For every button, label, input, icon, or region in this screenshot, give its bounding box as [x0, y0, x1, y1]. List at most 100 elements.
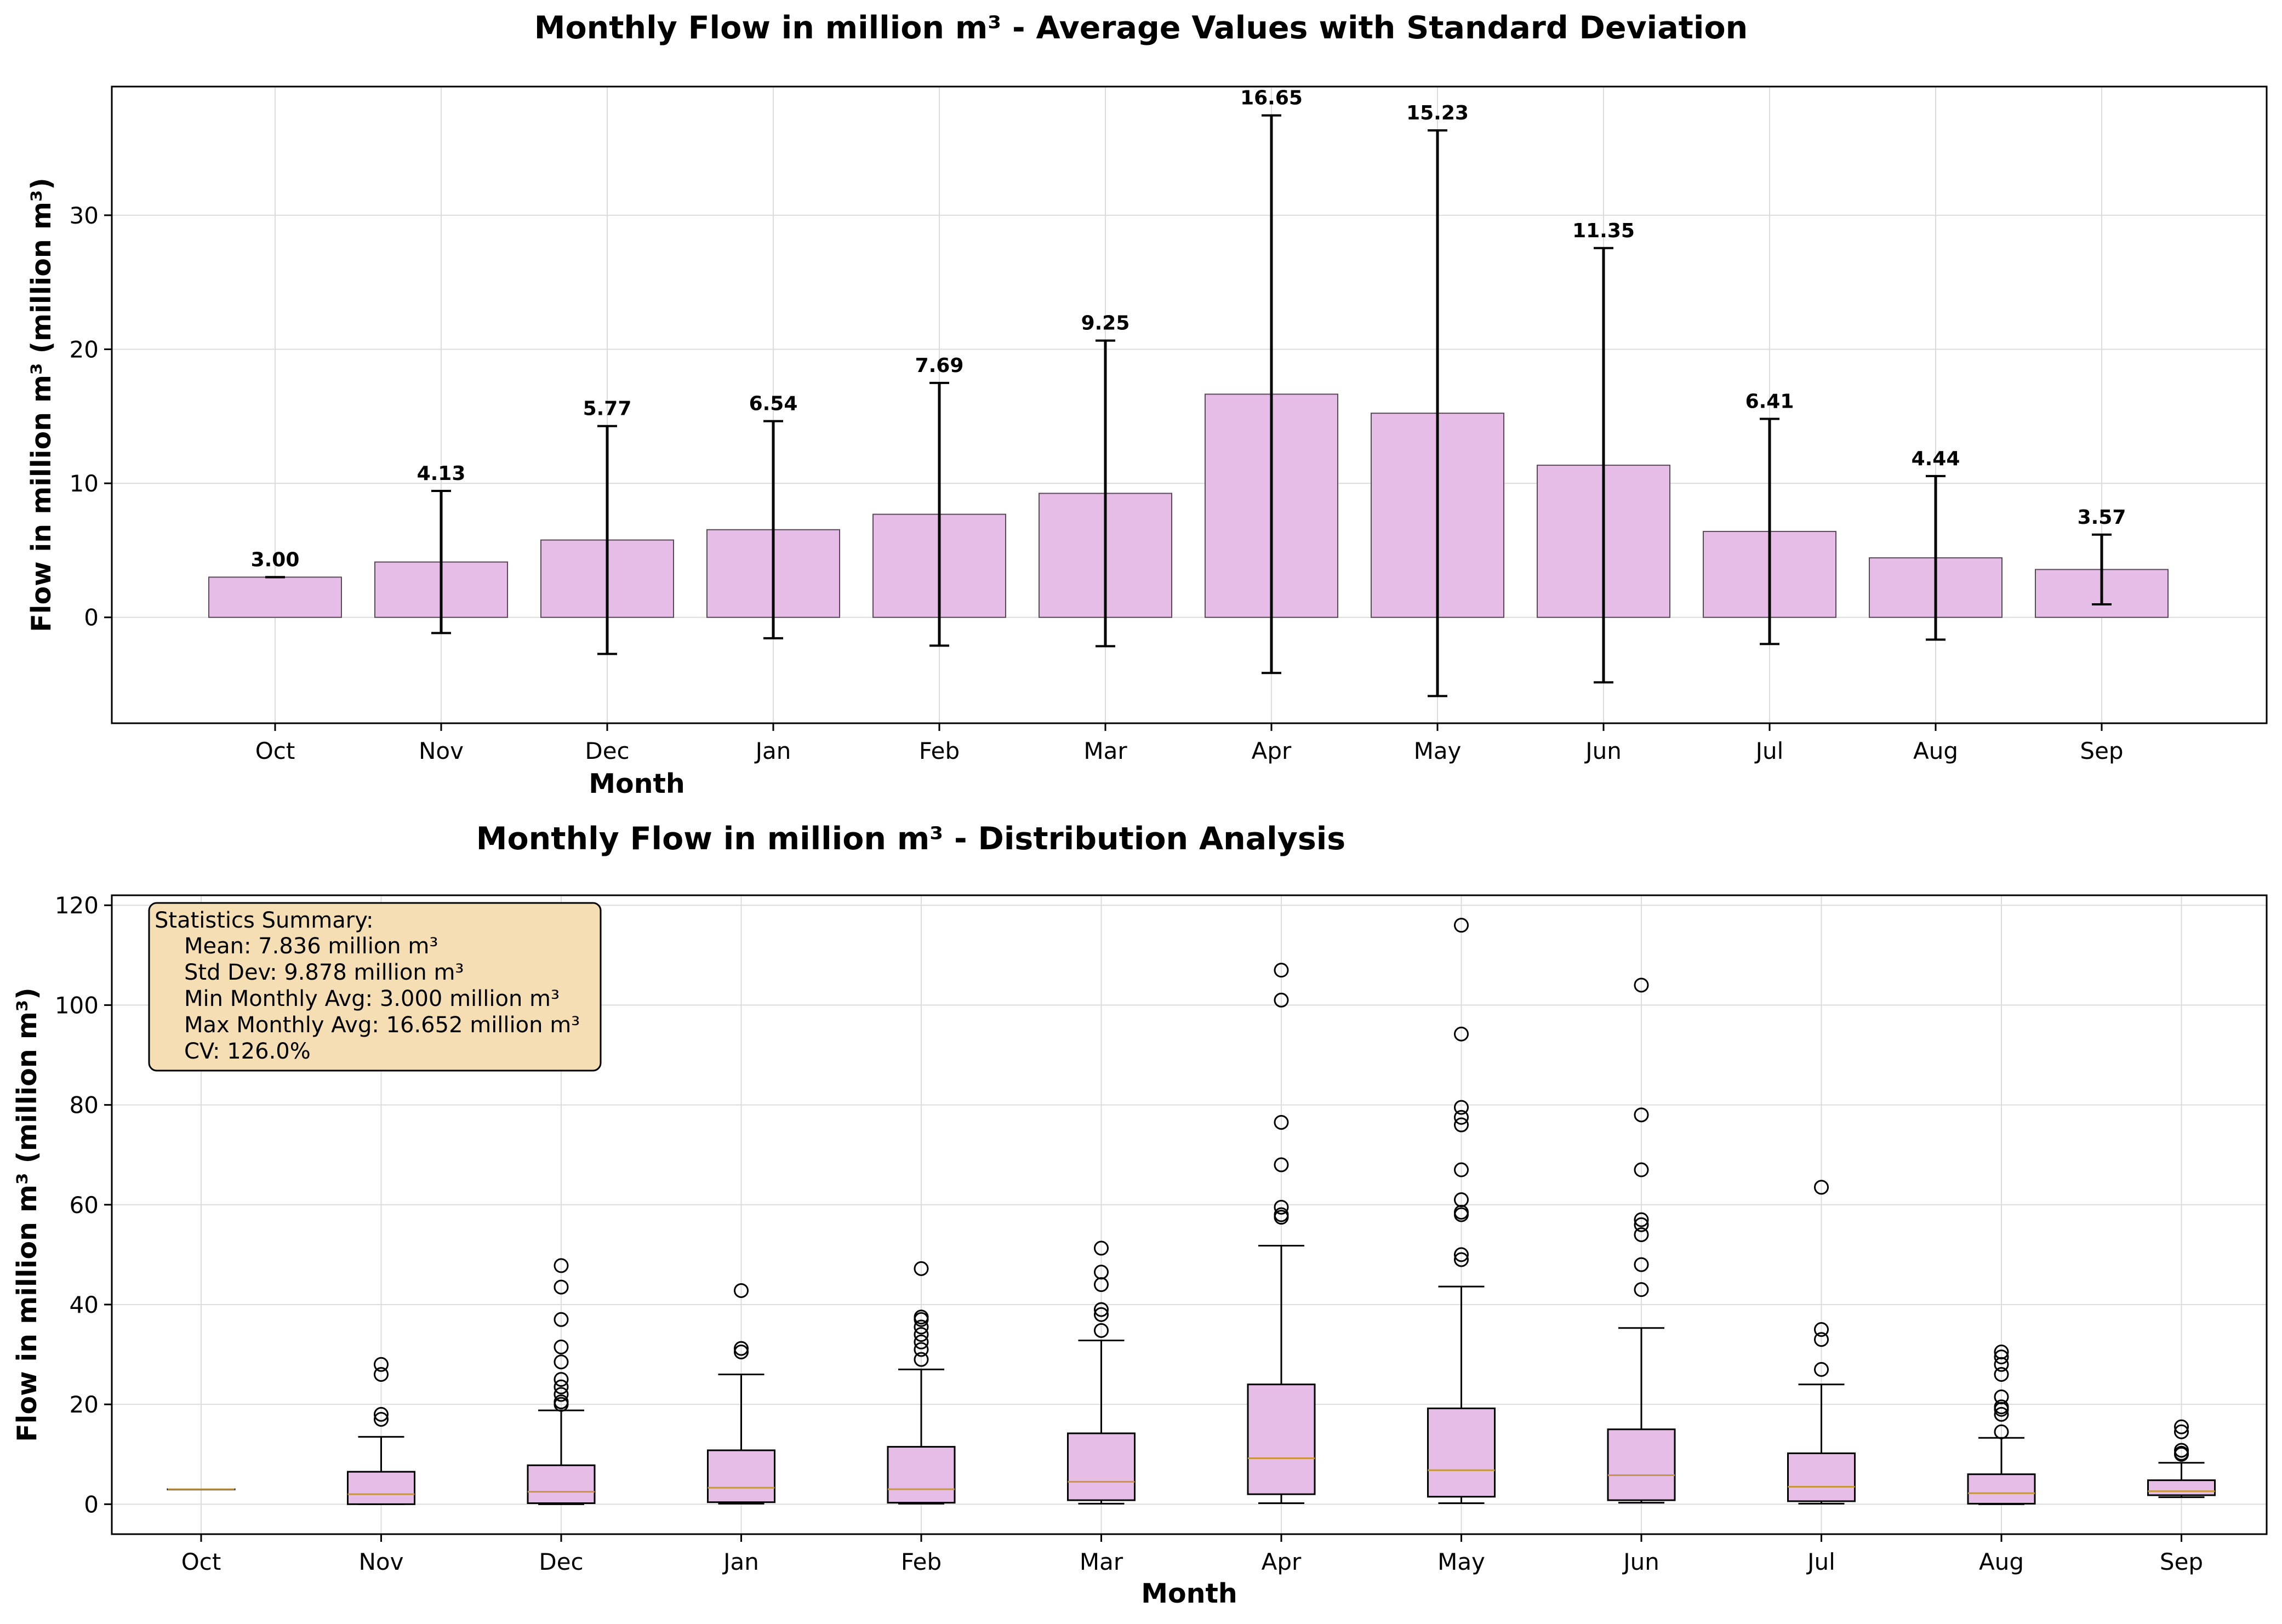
box-x-tick-label: Feb	[901, 1548, 942, 1575]
box-x-tick-label: Oct	[181, 1548, 221, 1575]
box-outlier	[1274, 992, 1289, 1008]
box-outlier	[1274, 1157, 1289, 1173]
box-outlier	[1454, 1100, 1469, 1115]
box-outlier	[1634, 1217, 1649, 1232]
box-outlier	[1994, 1389, 2009, 1404]
box-outlier	[1454, 1252, 1469, 1267]
box-x-tick-label: Dec	[539, 1548, 583, 1575]
box-y-tick-label: 0	[84, 1491, 99, 1518]
box-outlier	[1274, 963, 1289, 978]
bar-x-tick-label: May	[1414, 737, 1462, 764]
box-outlier	[1994, 1345, 2009, 1360]
box-outlier	[554, 1312, 569, 1327]
box-outlier	[914, 1319, 929, 1335]
box	[347, 1471, 415, 1505]
box-outlier	[1454, 918, 1469, 933]
box-outlier	[1994, 1406, 2009, 1422]
bar-y-tick-label: 30	[70, 202, 99, 229]
bar-y-tick-label: 10	[70, 470, 99, 497]
box-y-tick-label: 20	[70, 1391, 99, 1418]
bar-value-label: 4.13	[417, 462, 466, 485]
box-outlier	[1634, 1282, 1649, 1297]
box-outlier	[914, 1327, 929, 1342]
box-outlier	[554, 1387, 569, 1402]
box-y-tick-label: 100	[55, 992, 99, 1019]
box-outlier	[2174, 1419, 2189, 1434]
box-outlier	[914, 1352, 929, 1367]
box-chart-title: Monthly Flow in million m³ - Distributio…	[476, 821, 1345, 857]
box	[1067, 1432, 1136, 1501]
box-outlier	[1634, 1212, 1649, 1227]
box-x-tick-label: Jan	[722, 1548, 759, 1575]
box-outlier	[554, 1379, 569, 1394]
stats-heading: Statistics Summary:	[155, 908, 373, 933]
box-outlier	[1274, 1199, 1289, 1215]
box-outlier	[914, 1310, 929, 1325]
box-y-tick-label: 60	[70, 1192, 99, 1219]
box-outlier	[1994, 1399, 2009, 1415]
box-x-tick-label: Aug	[1979, 1548, 2024, 1575]
bar-value-label: 3.00	[251, 548, 300, 571]
bar-x-tick-label: Jun	[1584, 737, 1622, 764]
box	[1607, 1428, 1676, 1501]
bar	[208, 576, 342, 618]
box-x-tick-label: Apr	[1262, 1548, 1302, 1575]
box-outlier	[1634, 1162, 1649, 1177]
box-outlier	[2174, 1443, 2189, 1458]
box-outlier	[1094, 1323, 1109, 1338]
stats-cv: CV: 126.0%	[184, 1039, 311, 1064]
box-outlier	[1814, 1332, 1829, 1347]
bar-value-label: 16.65	[1240, 87, 1303, 110]
box-outlier	[1814, 1322, 1829, 1337]
box-outlier	[914, 1334, 929, 1349]
box-x-tick-label: Jul	[1806, 1548, 1835, 1575]
box-outlier	[1454, 1162, 1469, 1177]
bar-value-label: 5.77	[583, 398, 632, 420]
box	[2147, 1479, 2216, 1496]
bar-chart-ticks: Oct Nov Dec Jan Feb Mar Apr May Jun Jul Aug Sep 0 10 2…	[70, 202, 2124, 764]
box-x-tick-label: Jun	[1622, 1548, 1659, 1575]
box-y-tick-label: 40	[70, 1291, 99, 1318]
box-outlier	[1094, 1265, 1109, 1280]
bar-x-tick-label: Dec	[585, 737, 629, 764]
box-outlier	[1634, 1107, 1649, 1123]
box	[1967, 1473, 2036, 1505]
bar-y-tick-label: 0	[84, 604, 99, 631]
box	[887, 1446, 956, 1504]
box-x-tick-label: May	[1437, 1548, 1485, 1575]
box-outlier	[374, 1367, 389, 1382]
box-outlier	[1994, 1367, 2009, 1382]
bar-x-tick-label: Aug	[1913, 737, 1958, 764]
box	[1427, 1407, 1496, 1498]
stats-mean: Mean: 7.836 million m³	[184, 934, 438, 959]
box-outlier	[1634, 1257, 1649, 1272]
box-outlier	[1454, 1026, 1469, 1042]
box-chart-frame	[111, 894, 2268, 1535]
bar-chart-xlabel: Month	[589, 768, 685, 799]
box-outlier	[734, 1341, 749, 1356]
stats-summary-background	[148, 902, 602, 1072]
box-outlier	[554, 1354, 569, 1370]
stats-max-monthly-avg: Max Monthly Avg: 16.652 million m³	[184, 1013, 580, 1038]
bar-value-label: 3.57	[2078, 506, 2126, 529]
box	[1787, 1452, 1856, 1502]
box-outlier	[1274, 1114, 1289, 1130]
box-outlier	[1634, 977, 1649, 993]
bar-chart-frame	[111, 85, 2268, 724]
stats-summary-box: Statistics Summary: Mean: 7.836 million …	[148, 902, 602, 1072]
box-x-tick-label: Sep	[2160, 1548, 2203, 1575]
bar-x-tick-label: Feb	[919, 737, 960, 764]
stats-min-monthly-avg: Min Monthly Avg: 3.000 million m³	[184, 986, 560, 1011]
bar-x-tick-label: Nov	[419, 737, 464, 764]
box-outlier	[914, 1342, 929, 1357]
bar-value-label: 9.25	[1081, 312, 1130, 335]
box-outlier	[914, 1261, 929, 1276]
box-chart-ylabel: Flow in million m³ (million m³)	[12, 987, 43, 1442]
box-outlier	[1814, 1180, 1829, 1195]
bar-x-tick-label: Jul	[1754, 737, 1784, 764]
bar-value-label: 6.54	[749, 393, 798, 415]
box-outlier	[1454, 1247, 1469, 1262]
box-outlier	[554, 1258, 569, 1273]
box-y-tick-label: 80	[70, 1092, 99, 1119]
